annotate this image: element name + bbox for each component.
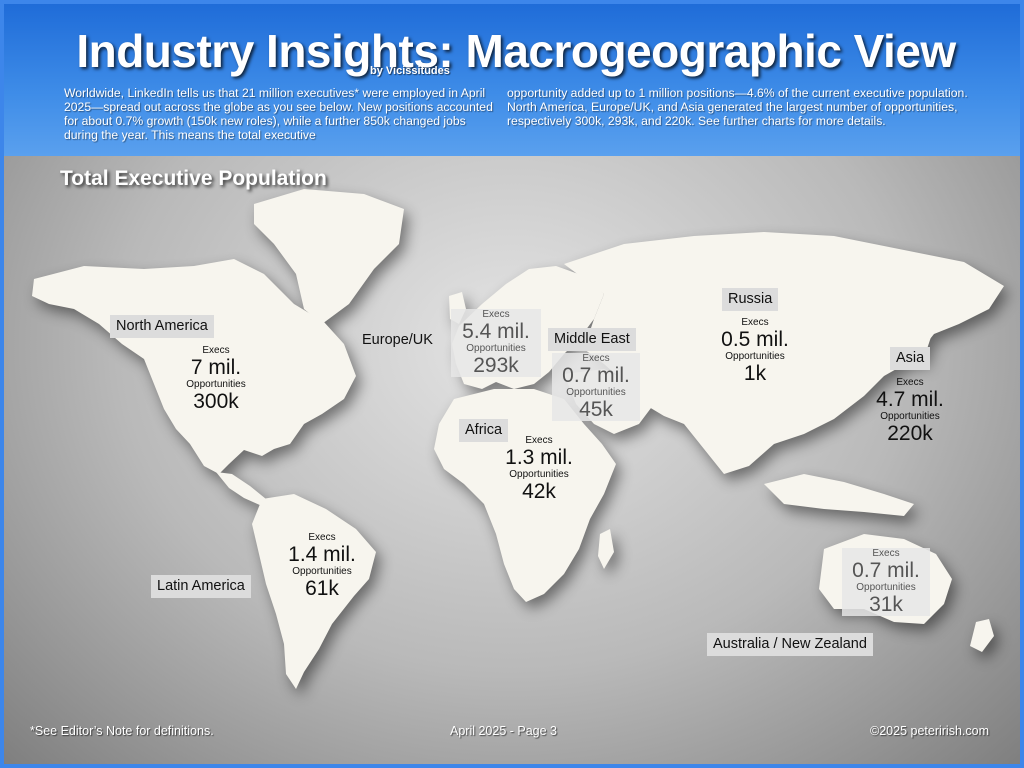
opportunities-label: Opportunities xyxy=(856,582,916,593)
opportunities-value: 1k xyxy=(743,362,767,385)
byline: by Vicissitudes xyxy=(370,65,450,77)
stat-africa: Execs 1.3 mil. Opportunities 42k xyxy=(484,435,594,503)
region-label-russia: Russia xyxy=(722,288,779,311)
opportunities-label: Opportunities xyxy=(880,411,940,422)
region-label-latin-america: Latin America xyxy=(151,575,251,598)
opportunities-value: 61k xyxy=(305,577,339,600)
opportunities-value: 42k xyxy=(522,480,556,503)
africa-shape xyxy=(434,389,616,602)
region-label-middle-east: Middle East xyxy=(548,328,636,351)
opportunities-label: Opportunities xyxy=(566,387,626,398)
intro-text-right: opportunity added up to 1 million positi… xyxy=(507,86,968,128)
page-title: Industry Insights: Macrogeographic View xyxy=(76,25,956,77)
stat-latin-america: Execs 1.4 mil. Opportunities 61k xyxy=(267,532,377,600)
region-label-asia: Asia xyxy=(890,347,931,370)
footnote: *See Editor’s Note for definitions. xyxy=(30,724,214,738)
intro-text-left: Worldwide, LinkedIn tells us that 21 mil… xyxy=(64,86,493,142)
opportunities-value: 300k xyxy=(193,390,239,413)
opportunities-value: 31k xyxy=(869,593,903,616)
execs-value: 1.3 mil. xyxy=(505,446,573,469)
central-america-shape xyxy=(216,472,266,506)
new-zealand-shape xyxy=(970,619,994,652)
opportunities-value: 220k xyxy=(887,422,933,445)
south-america-shape xyxy=(252,494,376,689)
opportunities-label: Opportunities xyxy=(186,379,246,390)
stat-middle-east: Execs 0.7 mil. Opportunities 45k xyxy=(552,353,640,421)
stat-europe-uk: Execs 5.4 mil. Opportunities 293k xyxy=(451,309,541,377)
stat-north-america: Execs 7 mil. Opportunities 300k xyxy=(161,345,271,413)
region-label-africa: Africa xyxy=(459,419,509,442)
execs-label: Execs xyxy=(872,548,900,559)
indonesia-shape xyxy=(764,474,914,516)
copyright: ©2025 peterirish.com xyxy=(870,724,989,738)
stat-asia: Execs 4.7 mil. Opportunities 220k xyxy=(855,377,965,445)
opportunities-label: Opportunities xyxy=(509,469,569,480)
execs-value: 0.5 mil. xyxy=(721,328,789,351)
execs-label: Execs xyxy=(482,309,510,320)
section-title: Total Executive Population xyxy=(60,167,327,190)
execs-value: 4.7 mil. xyxy=(876,388,944,411)
greenland-shape xyxy=(254,189,404,324)
page-number: April 2025 - Page 3 xyxy=(450,724,558,738)
eurasia-shape xyxy=(564,232,1004,474)
execs-label: Execs xyxy=(582,353,610,364)
north-america-shape xyxy=(32,259,356,474)
opportunities-label: Opportunities xyxy=(466,343,526,354)
execs-label: Execs xyxy=(202,345,230,356)
execs-label: Execs xyxy=(308,532,336,543)
execs-value: 5.4 mil. xyxy=(462,320,530,343)
execs-label: Execs xyxy=(741,317,769,328)
opportunities-label: Opportunities xyxy=(292,566,352,577)
execs-value: 0.7 mil. xyxy=(852,559,920,582)
execs-value: 0.7 mil. xyxy=(562,364,630,387)
header-band xyxy=(4,4,1020,156)
opportunities-value: 293k xyxy=(473,354,519,377)
stat-australia-nz: Execs 0.7 mil. Opportunities 31k xyxy=(842,548,930,616)
opportunities-value: 45k xyxy=(579,398,613,421)
stat-russia: Execs 0.5 mil. Opportunities 1k xyxy=(700,317,810,385)
execs-label: Execs xyxy=(896,377,924,388)
execs-label: Execs xyxy=(525,435,553,446)
madagascar-shape xyxy=(598,529,614,569)
opportunities-label: Opportunities xyxy=(725,351,785,362)
execs-value: 7 mil. xyxy=(190,356,242,379)
region-label-australia-nz: Australia / New Zealand xyxy=(707,633,873,656)
execs-value: 1.4 mil. xyxy=(288,543,356,566)
region-label-north-america: North America xyxy=(110,315,214,338)
region-label-europe-uk: Europe/UK xyxy=(362,332,433,348)
